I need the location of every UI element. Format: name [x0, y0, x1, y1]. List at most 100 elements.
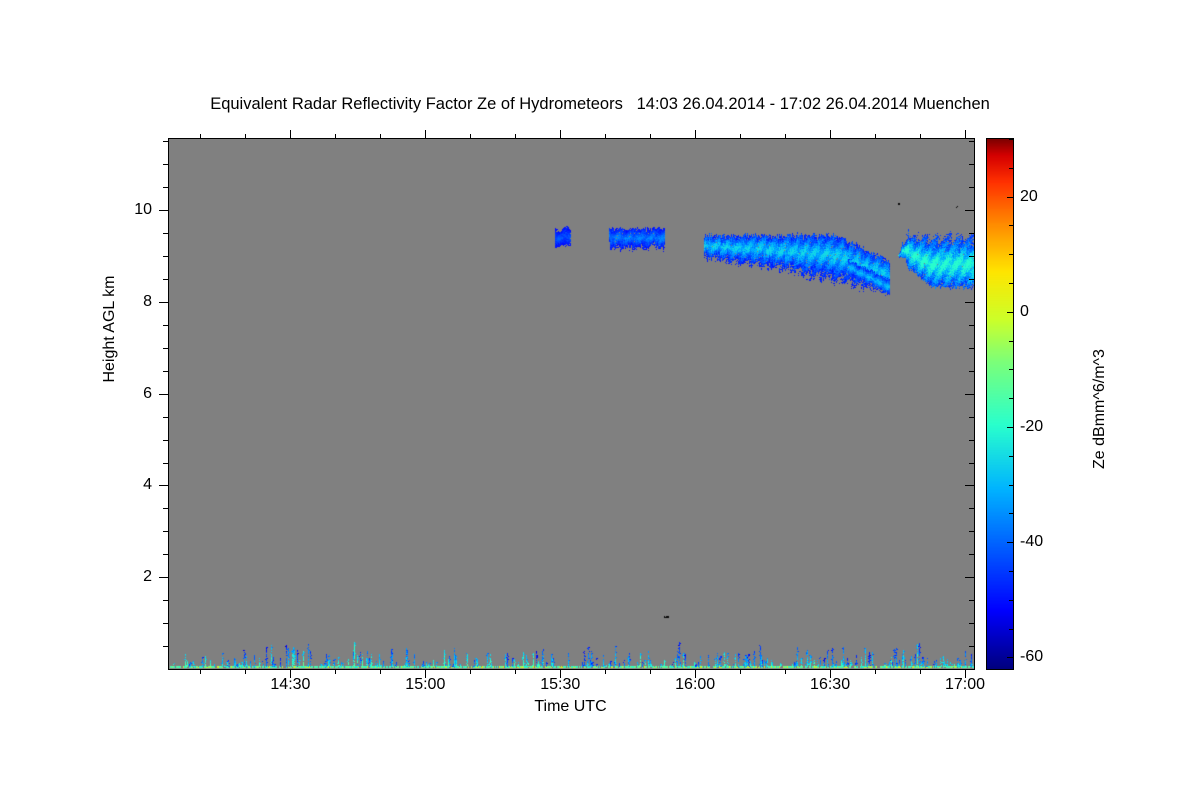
- y-tick-label: 4: [143, 476, 152, 494]
- y-tick-label: 6: [143, 384, 152, 402]
- y-tick-minor: [163, 554, 168, 555]
- y-tick-minor: [969, 187, 974, 188]
- colorbar: [986, 138, 1014, 670]
- colorbar-tick-label: -60: [1020, 648, 1044, 666]
- colorbar-tick-minor: [1009, 600, 1013, 601]
- y-tick-minor: [969, 164, 974, 165]
- y-tick-minor: [163, 233, 168, 234]
- colorbar-tick-minor: [1009, 225, 1013, 226]
- y-tick-major: [159, 577, 168, 578]
- y-tick-minor: [163, 371, 168, 372]
- y-tick-minor: [969, 417, 974, 418]
- y-tick-minor: [969, 440, 974, 441]
- x-tick-minor: [335, 134, 336, 139]
- y-tick-minor: [969, 141, 974, 142]
- x-tick-minor: [785, 134, 786, 139]
- y-tick-minor: [969, 325, 974, 326]
- colorbar-tick-label: 0: [1020, 302, 1029, 320]
- colorbar-tick-minor: [1009, 398, 1013, 399]
- colorbar-tick-minor: [1009, 341, 1013, 342]
- y-tick-major: [965, 302, 974, 303]
- y-tick-minor: [969, 256, 974, 257]
- x-tick-minor: [515, 134, 516, 139]
- y-tick-minor: [969, 233, 974, 234]
- x-tick-minor: [875, 669, 876, 674]
- colorbar-tick-minor: [1009, 139, 1013, 140]
- colorbar-tick-minor: [1009, 168, 1013, 169]
- x-tick-minor: [785, 669, 786, 674]
- x-tick-major: [560, 669, 561, 678]
- colorbar-tick-label: -40: [1020, 533, 1044, 551]
- y-tick-major: [965, 394, 974, 395]
- colorbar-tick-major: [1007, 542, 1013, 543]
- x-tick-label: 17:00: [944, 676, 986, 693]
- x-tick-minor: [470, 669, 471, 674]
- y-tick-minor: [163, 600, 168, 601]
- y-tick-minor: [163, 164, 168, 165]
- y-tick-major: [965, 485, 974, 486]
- x-tick-label: 15:30: [540, 676, 581, 693]
- y-tick-minor: [969, 371, 974, 372]
- y-tick-label: 8: [143, 292, 152, 310]
- x-tick-minor: [380, 669, 381, 674]
- x-tick-major: [965, 130, 966, 139]
- colorbar-tick-minor: [1009, 283, 1013, 284]
- y-tick-label: 2: [143, 568, 152, 586]
- x-tick-minor: [920, 134, 921, 139]
- x-tick-major: [290, 130, 291, 139]
- x-tick-minor: [335, 669, 336, 674]
- y-tick-minor: [969, 623, 974, 624]
- colorbar-tick-minor: [1009, 456, 1013, 457]
- y-tick-minor: [163, 508, 168, 509]
- y-tick-minor: [163, 256, 168, 257]
- x-tick-major: [425, 669, 426, 678]
- y-tick-major: [159, 210, 168, 211]
- y-tick-minor: [163, 325, 168, 326]
- colorbar-gradient: [987, 139, 1013, 669]
- y-tick-minor: [969, 554, 974, 555]
- y-tick-minor: [163, 348, 168, 349]
- colorbar-tick-minor: [1009, 629, 1013, 630]
- x-tick-minor: [875, 134, 876, 139]
- x-tick-minor: [380, 134, 381, 139]
- colorbar-title: Ze dBmm^6/m^3: [1091, 349, 1108, 469]
- x-tick-minor: [245, 134, 246, 139]
- y-tick-major: [965, 577, 974, 578]
- y-tick-major: [965, 210, 974, 211]
- y-tick-minor: [163, 623, 168, 624]
- x-tick-major: [290, 669, 291, 678]
- x-tick-minor: [605, 134, 606, 139]
- colorbar-tick-minor: [1009, 485, 1013, 486]
- x-axis-title: Time UTC: [534, 698, 607, 715]
- y-tick-minor: [163, 440, 168, 441]
- x-tick-minor: [515, 669, 516, 674]
- y-tick-minor: [969, 463, 974, 464]
- colorbar-tick-minor: [1009, 254, 1013, 255]
- x-tick-minor: [650, 134, 651, 139]
- x-tick-minor: [605, 669, 606, 674]
- x-tick-major: [830, 130, 831, 139]
- y-tick-major: [159, 485, 168, 486]
- colorbar-tick-minor: [1009, 369, 1013, 370]
- x-tick-minor: [740, 669, 741, 674]
- y-tick-minor: [163, 279, 168, 280]
- x-tick-label: 14:30: [270, 676, 311, 693]
- colorbar-tick-label: -20: [1020, 418, 1044, 436]
- x-tick-minor: [470, 134, 471, 139]
- x-tick-major: [695, 669, 696, 678]
- reflectivity-heatmap-canvas: [169, 139, 974, 669]
- radar-heatmap-plot-area: [168, 138, 975, 670]
- y-tick-major: [159, 302, 168, 303]
- y-tick-minor: [969, 600, 974, 601]
- y-tick-minor: [969, 646, 974, 647]
- y-tick-minor: [163, 417, 168, 418]
- colorbar-tick-minor: [1009, 513, 1013, 514]
- colorbar-tick-major: [1007, 657, 1013, 658]
- colorbar-tick-major: [1007, 197, 1013, 198]
- colorbar-tick-major: [1007, 427, 1013, 428]
- x-tick-minor: [200, 669, 201, 674]
- y-tick-minor: [969, 508, 974, 509]
- colorbar-tick-major: [1007, 312, 1013, 313]
- x-tick-major: [830, 669, 831, 678]
- x-tick-label: 16:00: [675, 676, 716, 693]
